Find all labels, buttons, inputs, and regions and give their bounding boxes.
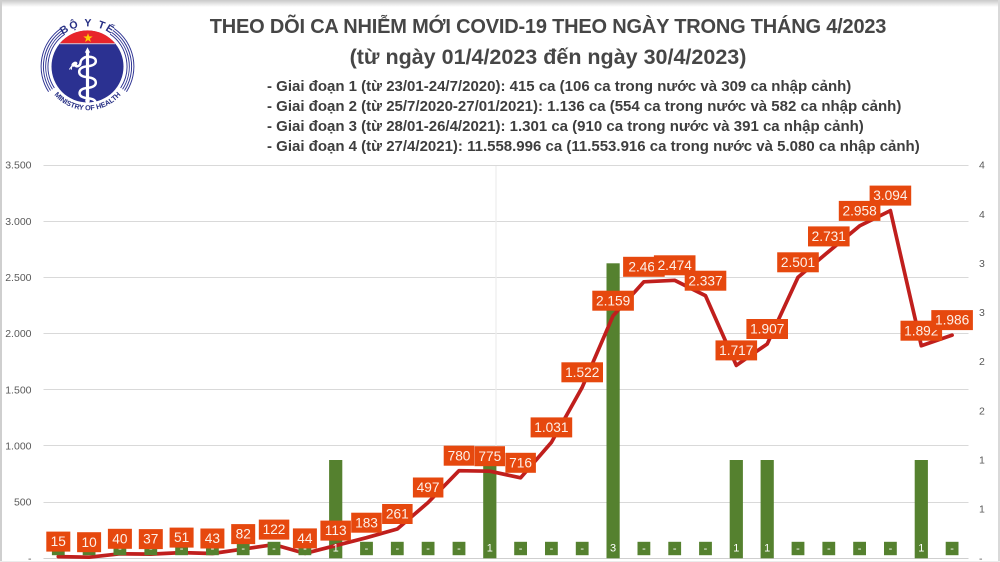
- svg-text:-: -: [889, 543, 893, 555]
- svg-text:1.000: 1.000: [5, 441, 31, 453]
- svg-text:-: -: [28, 553, 32, 562]
- svg-text:1.717: 1.717: [719, 343, 753, 358]
- svg-text:82: 82: [236, 527, 251, 542]
- svg-text:1: 1: [333, 543, 339, 555]
- svg-text:51: 51: [174, 530, 189, 545]
- svg-text:-: -: [642, 543, 646, 555]
- svg-text:1.892: 1.892: [904, 323, 938, 338]
- svg-text:716: 716: [509, 455, 532, 470]
- svg-text:1.986: 1.986: [935, 313, 970, 328]
- svg-text:1: 1: [918, 543, 924, 555]
- svg-text:780: 780: [448, 448, 471, 463]
- svg-text:4: 4: [979, 160, 985, 172]
- svg-text:2: 2: [979, 405, 985, 417]
- svg-text:2.958: 2.958: [842, 204, 877, 219]
- svg-text:-: -: [457, 543, 461, 555]
- svg-text:3: 3: [979, 307, 985, 319]
- svg-text:40: 40: [112, 531, 128, 546]
- svg-text:-: -: [365, 543, 369, 555]
- svg-text:1: 1: [733, 543, 739, 555]
- svg-text:2.000: 2.000: [5, 328, 31, 340]
- svg-text:2: 2: [979, 356, 985, 368]
- svg-text:3: 3: [610, 543, 616, 555]
- svg-text:2.337: 2.337: [688, 273, 722, 288]
- svg-text:1.522: 1.522: [565, 365, 599, 380]
- svg-text:-: -: [827, 543, 831, 555]
- svg-text:2.159: 2.159: [596, 293, 630, 308]
- svg-text:4: 4: [979, 209, 985, 221]
- svg-text:1.031: 1.031: [534, 420, 568, 435]
- svg-text:2.46: 2.46: [628, 259, 655, 274]
- svg-text:-: -: [950, 543, 954, 555]
- svg-text:1.907: 1.907: [750, 322, 784, 337]
- svg-text:2.474: 2.474: [658, 258, 693, 273]
- svg-text:44: 44: [297, 531, 313, 546]
- svg-text:-: -: [272, 543, 276, 555]
- svg-text:2.500: 2.500: [5, 272, 31, 284]
- svg-text:113: 113: [325, 523, 347, 538]
- svg-text:-: -: [580, 543, 584, 555]
- svg-text:43: 43: [205, 531, 221, 546]
- svg-text:37: 37: [143, 532, 158, 547]
- svg-text:-: -: [979, 553, 983, 562]
- svg-text:2.731: 2.731: [812, 229, 846, 244]
- svg-text:3.094: 3.094: [873, 188, 908, 203]
- svg-text:500: 500: [14, 497, 32, 509]
- svg-text:-: -: [796, 543, 800, 555]
- svg-text:775: 775: [478, 449, 501, 464]
- svg-text:1: 1: [979, 504, 985, 516]
- svg-text:3.000: 3.000: [5, 216, 31, 228]
- svg-text:10: 10: [81, 535, 97, 550]
- svg-text:1: 1: [487, 543, 493, 555]
- svg-text:-: -: [550, 543, 554, 555]
- svg-text:1.500: 1.500: [5, 384, 31, 396]
- svg-text:-: -: [858, 543, 862, 555]
- svg-text:183: 183: [355, 515, 378, 530]
- svg-text:-: -: [395, 543, 399, 555]
- svg-text:-: -: [673, 543, 677, 555]
- svg-text:497: 497: [417, 480, 440, 495]
- svg-text:261: 261: [386, 507, 409, 522]
- svg-text:1: 1: [764, 543, 770, 555]
- svg-text:-: -: [303, 543, 307, 555]
- svg-text:-: -: [704, 543, 708, 555]
- svg-text:122: 122: [263, 522, 286, 537]
- svg-text:3.500: 3.500: [5, 160, 31, 172]
- svg-text:15: 15: [51, 534, 67, 549]
- svg-text:-: -: [211, 543, 215, 555]
- svg-text:-: -: [241, 543, 245, 555]
- svg-text:1: 1: [979, 455, 985, 467]
- svg-text:-: -: [519, 543, 523, 555]
- svg-text:-: -: [426, 543, 430, 555]
- svg-text:-: -: [180, 543, 184, 555]
- svg-text:2.501: 2.501: [781, 255, 815, 270]
- svg-text:3: 3: [979, 258, 985, 270]
